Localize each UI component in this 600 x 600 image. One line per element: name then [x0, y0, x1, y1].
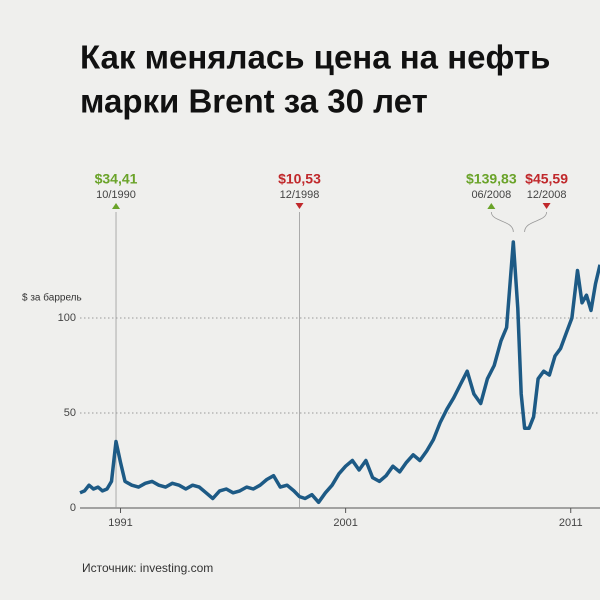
annotation-connector: [524, 211, 547, 233]
y-tick-label: 50: [64, 407, 76, 419]
chart-subtitle: марки Brent за 30 лет: [80, 83, 428, 120]
line: [79, 240, 600, 505]
y-axis-label: $ за баррель: [22, 292, 82, 304]
annotation-value: $34,41: [95, 171, 138, 187]
annotation-value: $10,53: [278, 171, 321, 187]
annotation-date: 06/2008: [471, 189, 511, 201]
chart-title: Как менялась цена на нефть: [80, 39, 550, 76]
annotation-marker: [112, 203, 121, 209]
annotation-date: 12/2008: [527, 189, 567, 201]
annotation-date: 10/1990: [96, 189, 136, 201]
y-tick-label: 0: [70, 502, 76, 514]
annotation-marker: [487, 203, 496, 209]
annotation-marker: [542, 203, 551, 209]
source: Источник: investing.com: [82, 561, 213, 575]
annotation-value: $45,59: [525, 171, 568, 187]
x-tick-label: 2011: [559, 517, 583, 529]
x-tick-label: 1991: [108, 517, 132, 529]
annotation-date: 12/1998: [280, 189, 320, 201]
annotation-marker: [295, 203, 304, 209]
annotation-connector: [490, 211, 514, 233]
x-tick-label: 2001: [333, 517, 357, 529]
y-tick-label: 100: [58, 312, 76, 324]
annotation-value: $139,83: [466, 171, 517, 187]
